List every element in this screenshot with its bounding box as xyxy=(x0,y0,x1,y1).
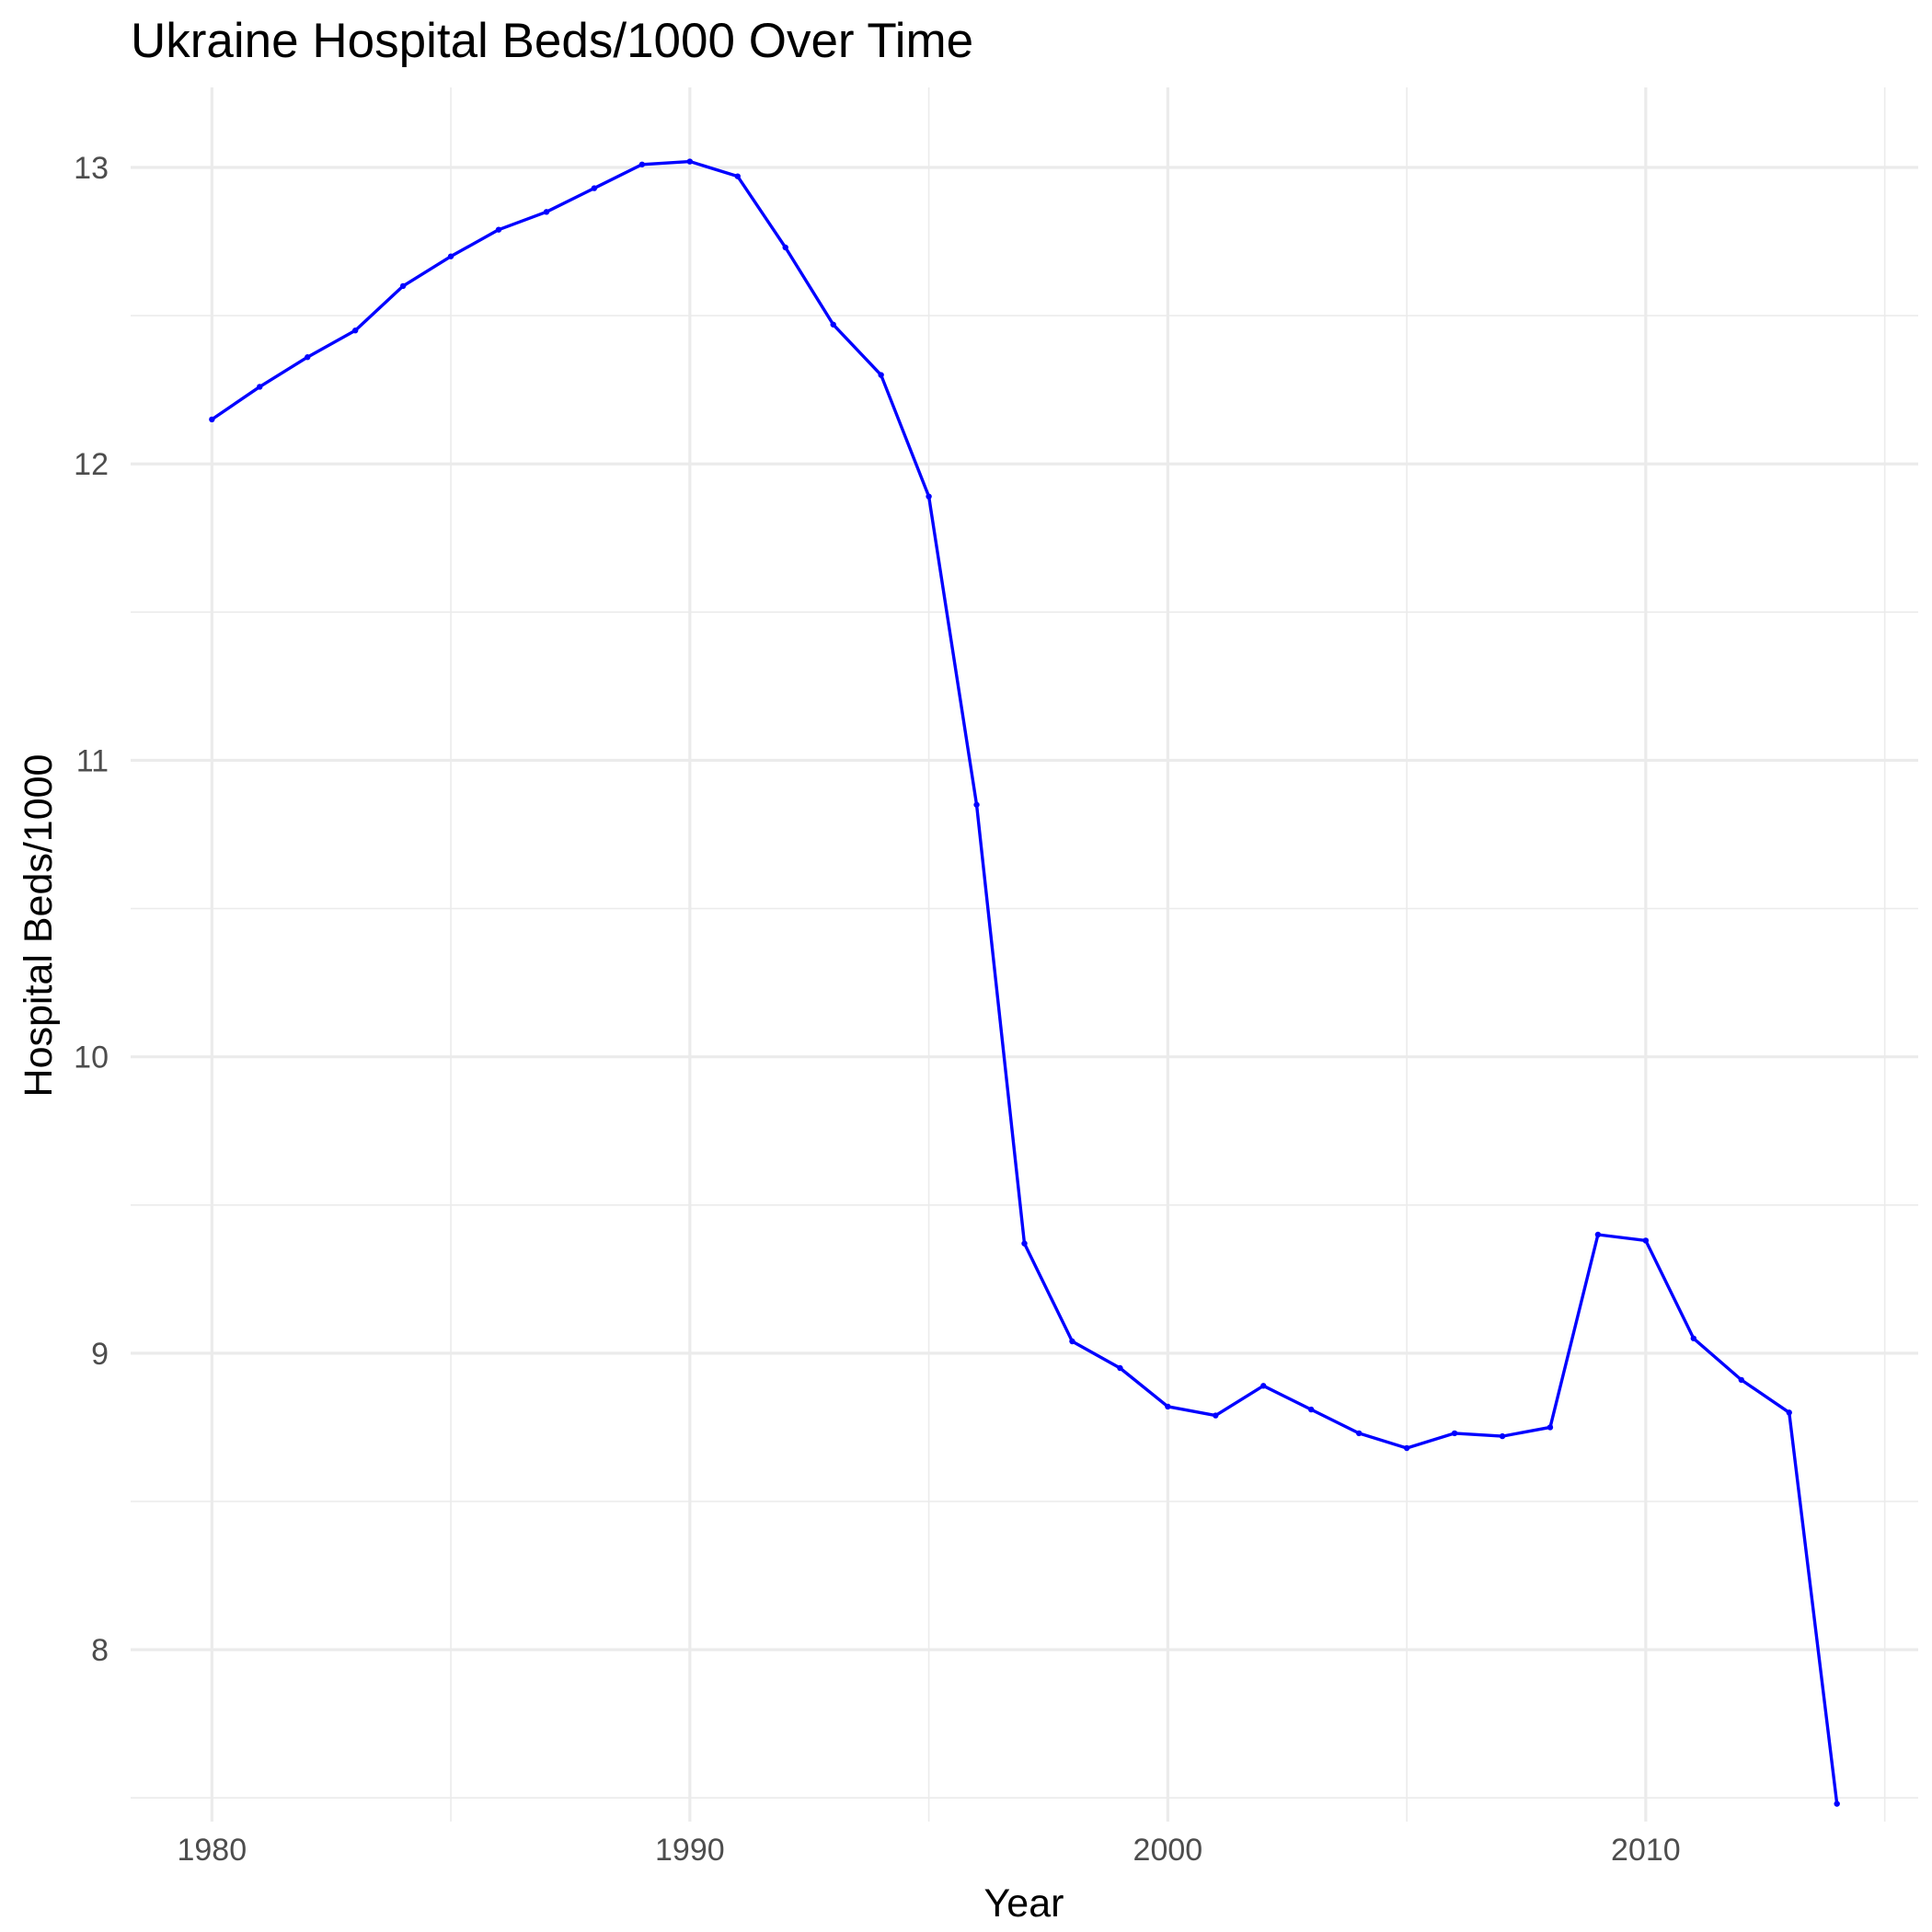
data-point xyxy=(351,328,359,334)
data-point xyxy=(734,173,741,179)
y-tick-label: 13 xyxy=(74,151,109,186)
x-tick-label: 2000 xyxy=(1133,1833,1203,1868)
data-point xyxy=(926,493,932,500)
x-axis-title: Year xyxy=(984,1881,1064,1926)
data-point xyxy=(1642,1237,1650,1244)
data-point xyxy=(1069,1338,1075,1345)
y-tick-label: 12 xyxy=(74,447,109,482)
x-tick-label: 1990 xyxy=(655,1833,725,1868)
data-point xyxy=(1499,1432,1506,1440)
data-point xyxy=(1786,1409,1792,1416)
data-point xyxy=(782,244,788,251)
data-point xyxy=(878,372,884,378)
data-point xyxy=(1308,1406,1315,1413)
data-point xyxy=(1260,1383,1267,1389)
data-point xyxy=(1690,1335,1697,1341)
y-tick-label: 10 xyxy=(74,1041,109,1075)
data-point xyxy=(1021,1240,1028,1247)
data-point xyxy=(1594,1231,1602,1238)
data-point xyxy=(1403,1444,1410,1452)
data-point xyxy=(305,354,311,361)
data-point xyxy=(686,158,694,165)
y-tick-label: 11 xyxy=(76,743,109,778)
y-axis-title: Hospital Beds/1000 xyxy=(17,754,61,1098)
data-point xyxy=(1451,1430,1458,1437)
tick-labels: 1980 1990 2000 2010 8 9 10 11 12 13 xyxy=(74,151,1681,1868)
y-tick-label: 8 xyxy=(91,1633,109,1668)
data-point xyxy=(973,801,980,808)
chart-title: Ukraine Hospital Beds/1000 Over Time xyxy=(131,14,973,68)
data-point xyxy=(1117,1364,1123,1372)
data-point xyxy=(1355,1430,1363,1437)
y-tick-label: 9 xyxy=(91,1337,109,1372)
data-point xyxy=(1547,1424,1554,1431)
data-point xyxy=(1213,1412,1219,1419)
data-point xyxy=(447,253,454,259)
data-point xyxy=(495,226,502,233)
data-point xyxy=(1834,1800,1840,1807)
x-tick-label: 2010 xyxy=(1611,1833,1681,1868)
data-point xyxy=(1165,1403,1171,1410)
series-line xyxy=(210,159,1839,1806)
grid-lines xyxy=(131,87,1918,1822)
x-tick-label: 1980 xyxy=(177,1833,247,1868)
data-point xyxy=(638,161,646,167)
data-point xyxy=(1738,1376,1744,1384)
data-point xyxy=(543,209,550,215)
data-series xyxy=(209,158,1840,1807)
data-point xyxy=(399,282,407,290)
data-point xyxy=(209,416,215,423)
data-point xyxy=(591,185,598,191)
data-point xyxy=(257,384,263,390)
data-point xyxy=(830,321,836,328)
